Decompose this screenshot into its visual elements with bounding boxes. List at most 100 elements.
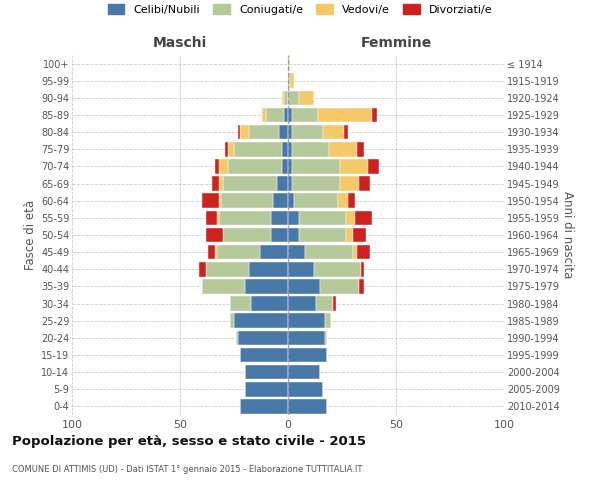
Bar (299, 90, 314, 105)
Bar (355, 210, 372, 225)
Bar (290, 74, 295, 88)
Bar (338, 194, 349, 208)
Bar (288, 159, 292, 174)
Bar (349, 194, 355, 208)
Bar (299, 228, 346, 242)
Y-axis label: Anni di nascita: Anni di nascita (560, 192, 574, 278)
Bar (372, 108, 377, 122)
Bar (299, 210, 346, 225)
Bar (215, 159, 219, 174)
Bar (241, 125, 249, 140)
Bar (288, 399, 327, 413)
Bar (223, 228, 271, 242)
Bar (271, 210, 288, 225)
Bar (314, 262, 361, 276)
Bar (288, 194, 295, 208)
Bar (208, 245, 215, 260)
Bar (340, 159, 368, 174)
Bar (288, 142, 292, 156)
Text: COMUNE DI ATTIMIS (UD) - Dati ISTAT 1° gennaio 2015 - Elaborazione TUTTITALIA.IT: COMUNE DI ATTIMIS (UD) - Dati ISTAT 1° g… (12, 465, 362, 474)
Bar (357, 245, 370, 260)
Bar (334, 296, 335, 311)
Bar (230, 296, 251, 311)
Bar (288, 108, 292, 122)
Bar (249, 125, 280, 140)
Bar (288, 245, 305, 260)
Bar (288, 314, 325, 328)
Bar (271, 228, 288, 242)
Bar (281, 142, 288, 156)
Bar (227, 142, 234, 156)
Bar (361, 262, 364, 276)
Bar (325, 314, 331, 328)
Bar (206, 210, 217, 225)
Bar (288, 262, 314, 276)
Bar (277, 176, 288, 191)
Bar (219, 210, 271, 225)
Bar (223, 176, 277, 191)
Text: Popolazione per età, sesso e stato civile - 2015: Popolazione per età, sesso e stato civil… (12, 435, 366, 448)
Bar (325, 330, 327, 345)
Bar (245, 279, 288, 293)
Bar (323, 125, 344, 140)
Bar (226, 142, 227, 156)
Bar (292, 159, 340, 174)
Bar (281, 159, 288, 174)
Text: Maschi: Maschi (153, 36, 207, 50)
Bar (357, 142, 364, 156)
Bar (266, 108, 284, 122)
Bar (288, 176, 292, 191)
Bar (288, 210, 299, 225)
Bar (284, 108, 288, 122)
Bar (284, 90, 288, 105)
Bar (288, 74, 290, 88)
Bar (288, 348, 327, 362)
Bar (234, 314, 288, 328)
Bar (238, 330, 288, 345)
Bar (340, 176, 359, 191)
Bar (318, 108, 372, 122)
Bar (227, 159, 281, 174)
Bar (249, 262, 288, 276)
Bar (295, 194, 338, 208)
Bar (344, 125, 349, 140)
Bar (346, 210, 355, 225)
Bar (368, 159, 379, 174)
Y-axis label: Fasce di età: Fasce di età (23, 200, 37, 270)
Bar (288, 365, 320, 380)
Text: Femmine: Femmine (361, 36, 431, 50)
Bar (262, 108, 266, 122)
Bar (346, 228, 353, 242)
Bar (219, 176, 223, 191)
Bar (353, 228, 366, 242)
Bar (206, 262, 249, 276)
Bar (217, 210, 219, 225)
Bar (217, 245, 260, 260)
Bar (292, 125, 323, 140)
Bar (241, 348, 288, 362)
Bar (236, 330, 238, 345)
Bar (202, 279, 245, 293)
Legend: Celibi/Nubili, Coniugati/e, Vedovi/e, Divorziati/e: Celibi/Nubili, Coniugati/e, Vedovi/e, Di… (103, 0, 497, 20)
Bar (199, 262, 206, 276)
Bar (288, 228, 299, 242)
Bar (329, 142, 357, 156)
Bar (245, 382, 288, 396)
Bar (359, 176, 370, 191)
Bar (219, 159, 227, 174)
Bar (353, 245, 357, 260)
Bar (273, 194, 288, 208)
Bar (305, 245, 353, 260)
Bar (238, 125, 241, 140)
Bar (212, 176, 219, 191)
Bar (288, 382, 323, 396)
Bar (251, 296, 288, 311)
Bar (280, 125, 288, 140)
Bar (288, 330, 325, 345)
Bar (288, 296, 316, 311)
Bar (292, 176, 340, 191)
Bar (219, 194, 221, 208)
Bar (288, 125, 292, 140)
Bar (292, 108, 318, 122)
Bar (316, 296, 334, 311)
